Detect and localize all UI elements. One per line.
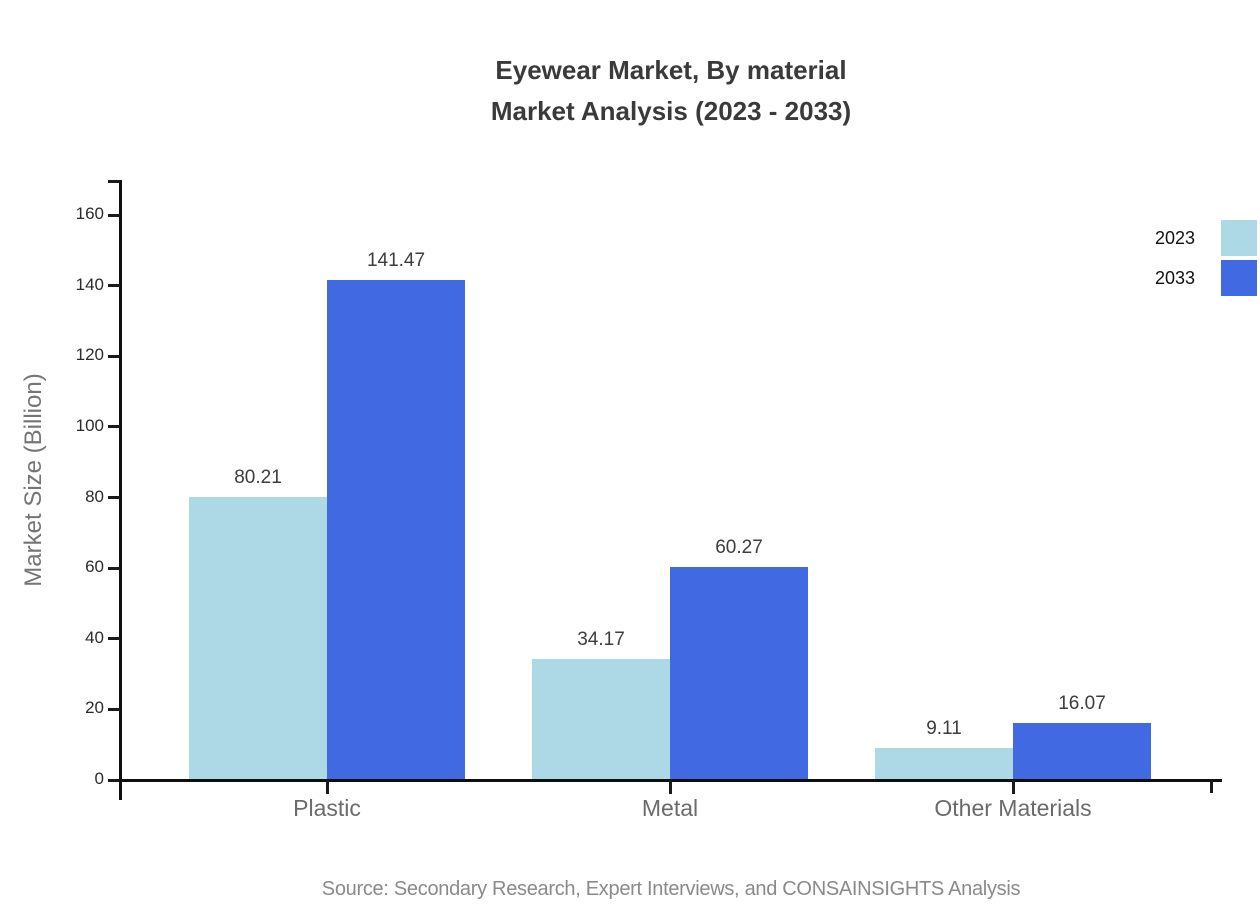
chart-title-line2: Market Analysis (2023 - 2033) (490, 96, 852, 126)
y-tick-label: 40 (85, 627, 104, 647)
x-tick-mark (1011, 780, 1015, 794)
y-tick-mark (108, 707, 120, 711)
bar-2023-other-materials (875, 747, 1013, 780)
y-tick-label: 20 (85, 698, 104, 718)
y-tick-mark (108, 284, 120, 288)
bar-2033-plastic (327, 280, 465, 780)
bar-2023-plastic (189, 496, 327, 780)
legend-item-2023: 2023 (1155, 220, 1257, 256)
category-label-other-materials: Other Materials (934, 795, 1092, 821)
category-label-plastic: Plastic (293, 795, 361, 821)
y-axis-spine (119, 180, 122, 800)
y-tick-mark (108, 354, 120, 358)
y-tick-label: 0 (94, 769, 104, 788)
value-label-2023-other-materials: 9.11 (926, 717, 962, 739)
y-tick-mark (108, 213, 120, 217)
y-tick-label: 60 (85, 557, 104, 577)
y-tick-mark (108, 778, 120, 782)
bar-2023-metal (532, 659, 670, 780)
y-axis-title: Market Size (Billion) (20, 373, 47, 587)
legend-swatch-2023 (1221, 220, 1257, 256)
value-label-2033-metal: 60.27 (715, 537, 763, 559)
category-label-metal: Metal (641, 795, 699, 821)
legend-label-2023: 2023 (1154, 227, 1195, 248)
y-tick-label: 120 (75, 345, 104, 365)
y-axis-end-cap (108, 180, 120, 183)
source-attribution: Source: Secondary Research, Expert Inter… (321, 878, 1021, 900)
y-tick-label: 160 (75, 204, 104, 223)
legend-label-2033: 2033 (1154, 267, 1195, 288)
y-tick-mark (108, 566, 120, 570)
legend-swatch-2033 (1221, 260, 1257, 296)
x-tick-mark (325, 780, 329, 794)
chart-title: Eyewear Market, By material Market Analy… (120, 50, 1222, 132)
y-tick-label: 100 (75, 415, 104, 435)
value-label-2033-plastic: 141.47 (366, 250, 426, 272)
value-label-2033-other-materials: 16.07 (1058, 693, 1106, 715)
chart-title-line1: Eyewear Market, By material (495, 55, 847, 85)
y-tick-mark (108, 496, 120, 499)
x-axis-end-cap (1210, 780, 1213, 793)
y-tick-label: 80 (85, 486, 104, 506)
value-label-2023-plastic: 80.21 (234, 466, 282, 488)
y-tick-mark (108, 425, 120, 429)
y-tick-label: 140 (75, 274, 104, 294)
value-label-2023-metal: 34.17 (577, 629, 625, 651)
bar-2033-other-materials (1013, 723, 1151, 780)
legend-item-2033: 2033 (1155, 260, 1257, 296)
y-tick-mark (108, 637, 120, 641)
legend: 2023 2033 (1155, 220, 1257, 296)
x-tick-mark (668, 780, 672, 794)
bar-2033-metal (670, 567, 808, 780)
